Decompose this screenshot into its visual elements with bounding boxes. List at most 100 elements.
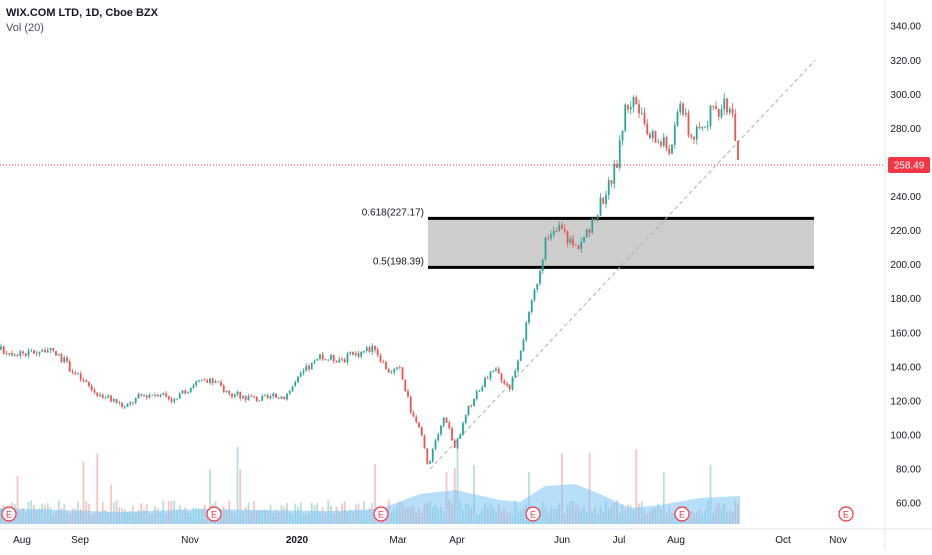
candle-body (717, 108, 720, 117)
candle-body (154, 394, 156, 396)
candle-body (57, 353, 60, 356)
candle-body (206, 380, 209, 383)
candle-body (723, 98, 726, 110)
candle-body (357, 353, 360, 357)
candle-body (698, 126, 701, 129)
earnings-marker-label: E (679, 510, 685, 520)
candle-body (148, 394, 151, 398)
candle-body (360, 351, 363, 357)
candle-body (297, 376, 299, 383)
candle-body (473, 398, 475, 407)
candle-body (352, 352, 354, 355)
candle-body (27, 350, 30, 356)
candle-body (602, 197, 605, 204)
candle-body (415, 416, 418, 423)
candle-body (555, 231, 558, 232)
candle-body (305, 365, 308, 371)
fib-level-label: 0.5(198.39) (373, 256, 424, 267)
candle-body (96, 392, 99, 397)
time-tick-label: Jun (554, 535, 570, 546)
candle-body (561, 225, 563, 229)
volume-indicator-label[interactable]: Vol (20) (6, 22, 44, 34)
candle-body (638, 104, 640, 114)
candle-body (151, 394, 154, 396)
candle-body (272, 393, 275, 397)
price-tick-label: 80.00 (896, 465, 921, 476)
candle-body (0, 346, 2, 350)
candle-body (500, 373, 503, 381)
earnings-marker-label: E (843, 510, 849, 520)
candle-body (101, 394, 104, 399)
candle-body (107, 395, 110, 398)
earnings-marker[interactable]: E (206, 506, 222, 522)
earnings-marker[interactable]: E (525, 506, 541, 522)
candle-body (456, 438, 459, 448)
volume-bar (662, 472, 665, 524)
earnings-marker[interactable]: E (1, 506, 17, 522)
candle-body (35, 353, 38, 355)
fib-retracement[interactable]: 0.618(227.17) 0.5(198.39) (362, 207, 814, 269)
earnings-marker[interactable]: E (838, 506, 854, 522)
candle-body (519, 350, 522, 361)
candle-body (181, 390, 184, 394)
candle-body (354, 353, 357, 355)
candle-body (253, 396, 255, 398)
fib-zone (428, 218, 814, 268)
price-tick-label: 100.00 (890, 430, 921, 441)
candle-body (5, 353, 8, 355)
volume-bar (82, 461, 85, 524)
candle-body (222, 385, 225, 392)
volume-layer (0, 444, 740, 524)
candle-body (668, 148, 671, 154)
candle-body (316, 358, 319, 361)
candle-body (365, 347, 368, 351)
earnings-marker[interactable]: E (674, 506, 690, 522)
candle-body (585, 229, 588, 237)
symbol-title[interactable]: WIX.COM LTD, 1D, Cboe BZX (6, 7, 158, 19)
candle-body (231, 393, 233, 397)
time-tick-label: Nov (181, 535, 199, 546)
candle-body (258, 400, 261, 402)
candle-body (275, 393, 277, 398)
candle-body (618, 140, 621, 168)
price-axis[interactable]: 340.00320.00300.00280.00260.00240.00220.… (884, 0, 930, 550)
candle-body (104, 397, 107, 399)
candle-body (393, 368, 396, 373)
candle-body (214, 381, 217, 383)
candle-body (467, 405, 470, 415)
candle-body (508, 385, 511, 390)
candle-body (583, 236, 585, 243)
candle-body (277, 397, 280, 399)
candle-body (176, 398, 178, 400)
price-tick-label: 240.00 (890, 192, 921, 203)
trendline[interactable] (429, 59, 816, 470)
candle-body (132, 402, 134, 404)
candle-body (401, 367, 404, 380)
candle-body (706, 125, 709, 127)
candle-body (115, 398, 118, 403)
candle-body (343, 359, 346, 363)
candle-body (679, 103, 682, 113)
candle-body (737, 140, 739, 160)
candle-body (338, 359, 341, 363)
candle-body (143, 395, 145, 397)
candle-body (170, 399, 173, 402)
time-tick-label: Jul (613, 535, 626, 546)
trendline-dashed[interactable] (429, 59, 816, 470)
candle-body (624, 104, 627, 131)
time-tick-label: Mar (389, 535, 407, 546)
candle-body (38, 351, 41, 354)
candle-body (341, 359, 343, 361)
candle-body (506, 383, 508, 386)
time-axis[interactable]: Aug Sep Nov 2020 Mar Apr Jun Jul Aug Oct Nov (0, 528, 932, 546)
candle-body (46, 350, 49, 353)
candle-body (74, 372, 77, 374)
candle-body (412, 412, 415, 417)
candle-body (332, 354, 335, 362)
candle-body (665, 137, 668, 149)
earnings-marker[interactable]: E (373, 506, 389, 522)
candle-body (654, 131, 657, 143)
